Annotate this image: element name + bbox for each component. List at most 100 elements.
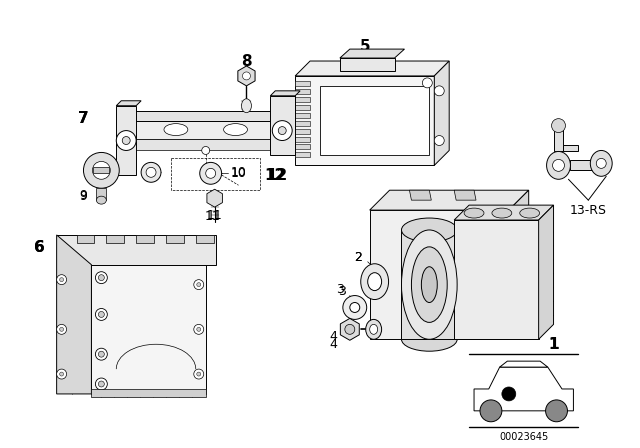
Polygon shape [196, 235, 214, 243]
Polygon shape [370, 190, 529, 210]
Text: 8: 8 [241, 53, 252, 69]
Text: 00023645: 00023645 [499, 432, 548, 442]
Ellipse shape [141, 162, 161, 182]
Polygon shape [131, 111, 285, 121]
Polygon shape [295, 81, 310, 86]
Ellipse shape [97, 196, 106, 204]
Ellipse shape [60, 278, 63, 282]
Polygon shape [295, 137, 310, 142]
Polygon shape [116, 101, 141, 106]
Ellipse shape [520, 208, 540, 218]
Ellipse shape [552, 159, 564, 171]
Text: 4: 4 [329, 330, 337, 343]
Ellipse shape [92, 161, 110, 179]
Text: 10: 10 [230, 167, 246, 180]
Polygon shape [166, 235, 184, 243]
Polygon shape [454, 190, 476, 200]
Ellipse shape [241, 99, 252, 113]
Text: 12: 12 [267, 168, 288, 183]
Polygon shape [93, 168, 109, 173]
Polygon shape [116, 106, 136, 175]
Text: 7: 7 [78, 111, 89, 126]
Polygon shape [410, 190, 431, 200]
Polygon shape [295, 121, 310, 125]
Ellipse shape [99, 381, 104, 387]
Polygon shape [295, 97, 310, 102]
Ellipse shape [196, 283, 201, 287]
Ellipse shape [95, 271, 108, 284]
Ellipse shape [223, 124, 248, 136]
Polygon shape [474, 367, 573, 411]
Polygon shape [454, 220, 539, 339]
Polygon shape [295, 145, 310, 150]
Ellipse shape [492, 208, 512, 218]
Text: 6: 6 [35, 240, 45, 255]
Text: 11: 11 [205, 210, 221, 223]
Ellipse shape [278, 127, 286, 134]
Polygon shape [106, 235, 124, 243]
Ellipse shape [343, 296, 367, 319]
Ellipse shape [412, 247, 447, 323]
Polygon shape [295, 152, 310, 157]
Text: 2: 2 [354, 251, 362, 264]
Ellipse shape [345, 324, 355, 334]
Polygon shape [340, 58, 394, 71]
Text: 7: 7 [78, 111, 89, 126]
Polygon shape [295, 105, 310, 110]
Ellipse shape [116, 130, 136, 151]
Ellipse shape [401, 327, 457, 351]
Ellipse shape [547, 151, 570, 179]
Polygon shape [136, 235, 154, 243]
Polygon shape [57, 235, 92, 394]
Text: 13-RS: 13-RS [570, 203, 607, 216]
Ellipse shape [95, 378, 108, 390]
Ellipse shape [480, 400, 502, 422]
Ellipse shape [552, 119, 566, 133]
Ellipse shape [200, 162, 221, 184]
Ellipse shape [421, 267, 437, 302]
Text: 1: 1 [548, 337, 559, 352]
Ellipse shape [196, 372, 201, 376]
Ellipse shape [202, 146, 210, 155]
Ellipse shape [164, 124, 188, 136]
Polygon shape [238, 66, 255, 86]
Ellipse shape [83, 152, 119, 188]
Text: 9: 9 [79, 189, 88, 202]
Polygon shape [270, 96, 295, 155]
Polygon shape [207, 189, 223, 207]
Polygon shape [77, 235, 95, 243]
Ellipse shape [350, 302, 360, 312]
Ellipse shape [205, 168, 216, 178]
Polygon shape [92, 389, 205, 397]
Polygon shape [401, 230, 457, 339]
Polygon shape [340, 49, 404, 58]
Ellipse shape [57, 275, 67, 284]
Ellipse shape [370, 324, 378, 334]
Ellipse shape [502, 387, 516, 401]
Ellipse shape [596, 159, 606, 168]
Ellipse shape [194, 280, 204, 289]
Text: 2: 2 [354, 251, 362, 264]
Polygon shape [454, 205, 554, 220]
Ellipse shape [545, 400, 568, 422]
Text: 4: 4 [329, 338, 337, 351]
Text: 1: 1 [548, 337, 559, 352]
Text: 10: 10 [230, 166, 246, 179]
Text: 11: 11 [207, 209, 223, 222]
Polygon shape [539, 205, 554, 339]
Polygon shape [131, 121, 285, 138]
Ellipse shape [368, 273, 381, 291]
Polygon shape [295, 89, 310, 94]
Ellipse shape [422, 78, 432, 88]
Polygon shape [295, 113, 310, 118]
Ellipse shape [60, 372, 63, 376]
Ellipse shape [272, 121, 292, 141]
Polygon shape [570, 160, 596, 170]
Polygon shape [554, 125, 563, 151]
Ellipse shape [146, 168, 156, 177]
Polygon shape [509, 190, 529, 339]
Polygon shape [295, 61, 449, 76]
Ellipse shape [122, 137, 130, 145]
Text: 9: 9 [79, 190, 88, 202]
Ellipse shape [590, 151, 612, 177]
